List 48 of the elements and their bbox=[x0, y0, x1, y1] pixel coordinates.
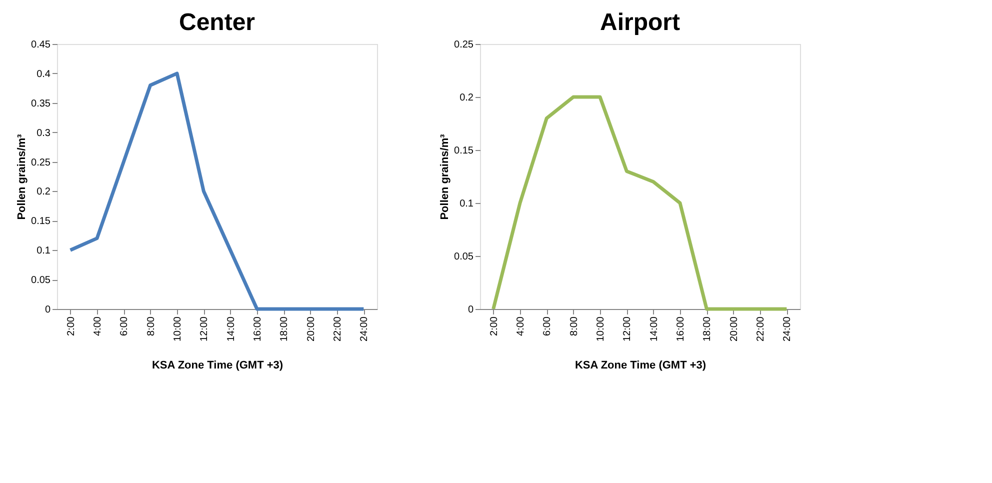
x-tick-label: 24:00 bbox=[782, 316, 794, 342]
x-tick-label: 6:00 bbox=[542, 316, 554, 336]
y-tick-label: 0 bbox=[468, 304, 474, 316]
x-tick-label: 6:00 bbox=[119, 316, 130, 336]
y-tick-label: 0.05 bbox=[454, 252, 474, 262]
y-tick-label: 0.4 bbox=[36, 68, 51, 80]
y-tick-label: 0.45 bbox=[31, 40, 51, 50]
x-tick-label: 8:00 bbox=[146, 316, 157, 336]
line-series bbox=[492, 95, 788, 311]
x-tick-label: 2:00 bbox=[488, 316, 500, 336]
y-tick-label: 0.25 bbox=[31, 157, 51, 168]
x-tick-label: 14:00 bbox=[226, 316, 237, 342]
line-series bbox=[68, 72, 366, 311]
x-tick-label: 16:00 bbox=[252, 316, 264, 342]
x-tick-label: 22:00 bbox=[756, 316, 766, 342]
x-tick-label: 20:00 bbox=[306, 316, 317, 342]
y-tick-label: 0.25 bbox=[454, 40, 474, 50]
x-tick-label: 10:00 bbox=[172, 316, 184, 342]
x-tick-label: 22:00 bbox=[332, 316, 344, 342]
x-tick-label: 4:00 bbox=[516, 316, 526, 336]
x-tick-label: 12:00 bbox=[199, 316, 210, 342]
x-tick-label: 2:00 bbox=[66, 316, 77, 336]
y-tick-label: 0.1 bbox=[460, 198, 474, 210]
y-tick-label: 0.1 bbox=[36, 246, 51, 257]
x-tick-label: 16:00 bbox=[676, 316, 686, 342]
x-tick-label: 14:00 bbox=[648, 316, 660, 342]
x-axis-title: KSA Zone Time (GMT +3) bbox=[152, 360, 284, 372]
y-axis-title: Pollen grains/m³ bbox=[439, 134, 452, 220]
x-tick-label: 18:00 bbox=[702, 316, 714, 342]
y-axis-title: Pollen grains/m³ bbox=[16, 134, 28, 220]
y-tick-label: 0.2 bbox=[36, 186, 51, 198]
y-tick-label: 0.15 bbox=[31, 216, 51, 228]
x-tick-label: 20:00 bbox=[728, 316, 740, 342]
x-tick-label: 8:00 bbox=[568, 316, 580, 336]
x-axis-title: KSA Zone Time (GMT +3) bbox=[574, 360, 706, 372]
x-tick-label: 4:00 bbox=[92, 316, 104, 336]
x-tick-label: 24:00 bbox=[359, 316, 370, 342]
x-tick-label: 10:00 bbox=[596, 316, 606, 342]
y-tick-label: 0.3 bbox=[36, 128, 51, 139]
y-tick-label: 0.15 bbox=[454, 146, 474, 156]
y-tick-label: 0.35 bbox=[31, 98, 51, 110]
x-tick-label: 12:00 bbox=[622, 316, 634, 342]
chart-title: Center bbox=[178, 9, 256, 36]
x-tick-label: 18:00 bbox=[279, 316, 290, 342]
y-tick-label: 0.05 bbox=[31, 275, 51, 286]
y-tick-label: 0 bbox=[44, 304, 51, 316]
chart-title: Airport bbox=[600, 9, 680, 36]
y-tick-label: 0.2 bbox=[460, 92, 474, 104]
